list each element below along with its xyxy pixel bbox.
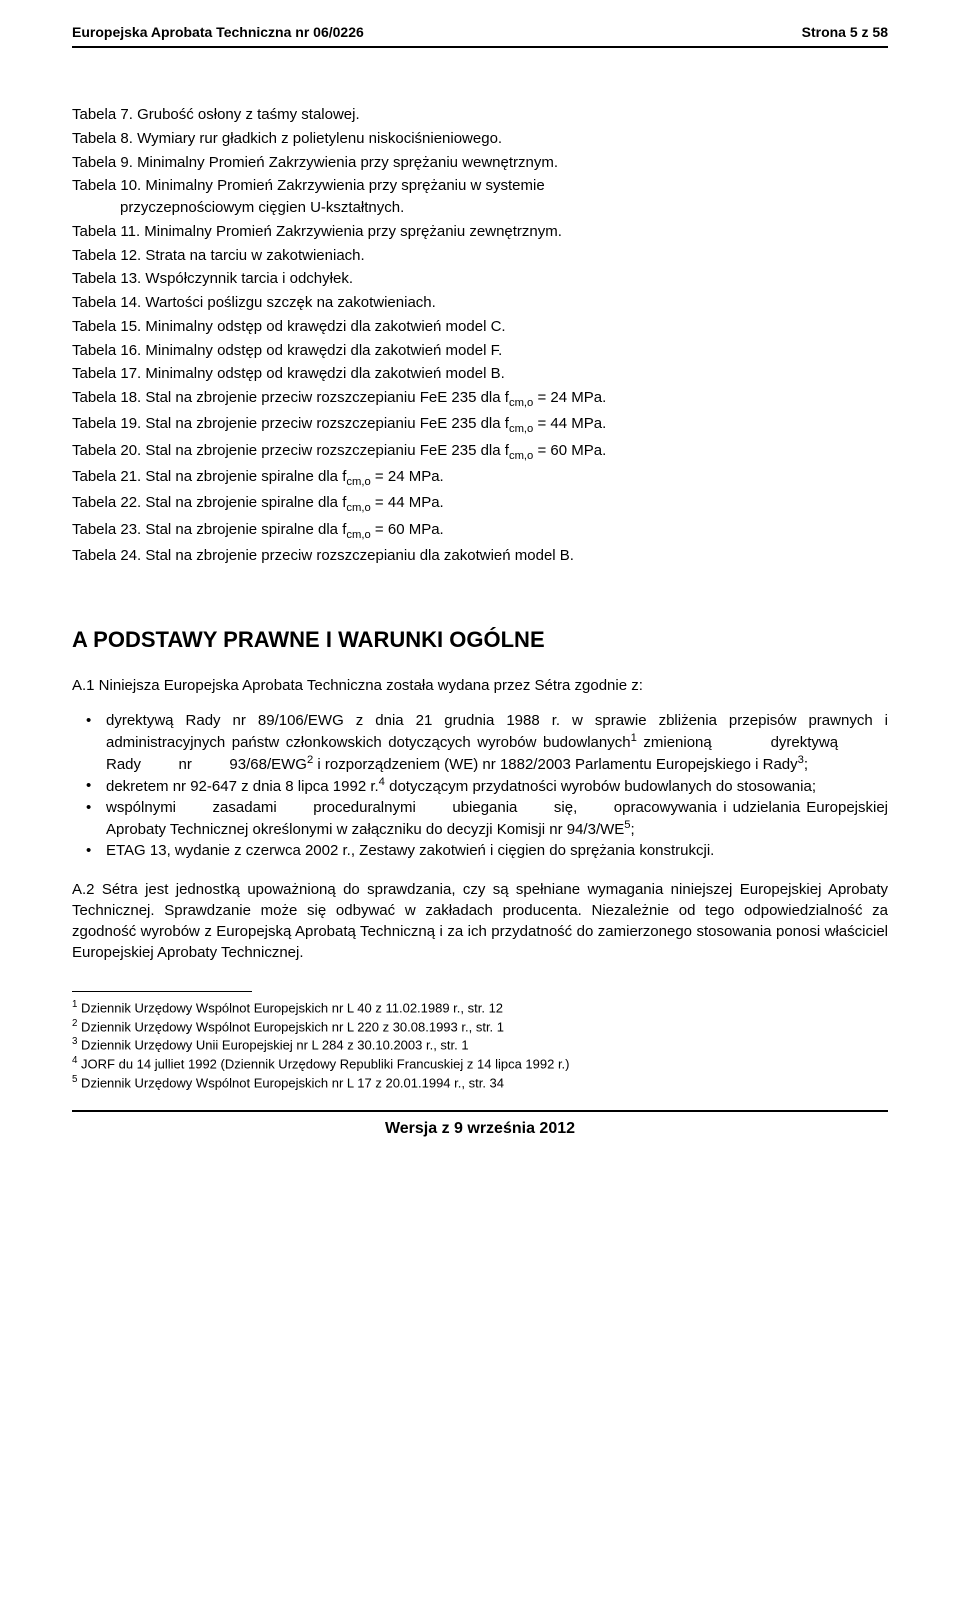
footnote: 4 JORF du 14 julliet 1992 (Dziennik Urzę…: [72, 1054, 888, 1073]
header-left: Europejska Aprobata Techniczna nr 06/022…: [72, 24, 364, 40]
table-row: Tabela 14. Wartości poślizgu szczęk na z…: [72, 292, 888, 314]
header-right: Strona 5 z 58: [802, 24, 888, 40]
list-item: ETAG 13, wydanie z czerwca 2002 r., Zest…: [106, 840, 888, 861]
table-row: Tabela 11. Minimalny Promień Zakrzywieni…: [72, 221, 888, 243]
table-row: Tabela 7. Grubość osłony z taśmy stalowe…: [72, 104, 888, 126]
footnote-separator: [72, 991, 252, 992]
table-row: Tabela 20. Stal na zbrojenie przeciw roz…: [72, 440, 888, 464]
table-row-indent: przyczepnościowym cięgien U-kształtnych.: [72, 197, 888, 219]
table-row: Tabela 22. Stal na zbrojenie spiralne dl…: [72, 492, 888, 516]
footnote: 2 Dziennik Urzędowy Wspólnot Europejskic…: [72, 1017, 888, 1036]
page-footer: Wersja z 9 września 2012: [72, 1110, 888, 1138]
paragraph-a2: A.2 Sétra jest jednostką upoważnioną do …: [72, 879, 888, 963]
paragraph-a1-intro: A.1 Niniejsza Europejska Aprobata Techni…: [72, 675, 888, 696]
footnote: 5 Dziennik Urzędowy Wspólnot Europejskic…: [72, 1073, 888, 1092]
table-row: Tabela 23. Stal na zbrojenie spiralne dl…: [72, 519, 888, 543]
table-list: Tabela 7. Grubość osłony z taśmy stalowe…: [72, 104, 888, 567]
footnote: 3 Dziennik Urzędowy Unii Europejskiej nr…: [72, 1035, 888, 1054]
bullet-list: dyrektywą Rady nr 89/106/EWG z dnia 21 g…: [72, 710, 888, 861]
table-row: Tabela 21. Stal na zbrojenie spiralne dl…: [72, 466, 888, 490]
table-row: Tabela 15. Minimalny odstęp od krawędzi …: [72, 316, 888, 338]
table-row: Tabela 9. Minimalny Promień Zakrzywienia…: [72, 152, 888, 174]
section-heading-a: A PODSTAWY PRAWNE I WARUNKI OGÓLNE: [72, 627, 888, 653]
list-item: wspólnymi zasadami proceduralnymi ubiega…: [106, 797, 888, 840]
table-row: Tabela 17. Minimalny odstęp od krawędzi …: [72, 363, 888, 385]
table-row: Tabela 12. Strata na tarciu w zakotwieni…: [72, 245, 888, 267]
table-row: Tabela 10. Minimalny Promień Zakrzywieni…: [72, 175, 888, 197]
footnote: 1 Dziennik Urzędowy Wspólnot Europejskic…: [72, 998, 888, 1017]
footnotes: 1 Dziennik Urzędowy Wspólnot Europejskic…: [72, 998, 888, 1092]
list-item: dyrektywą Rady nr 89/106/EWG z dnia 21 g…: [106, 710, 888, 775]
table-row: Tabela 24. Stal na zbrojenie przeciw roz…: [72, 545, 888, 567]
table-row: Tabela 19. Stal na zbrojenie przeciw roz…: [72, 413, 888, 437]
table-row: Tabela 13. Współczynnik tarcia i odchyłe…: [72, 268, 888, 290]
table-row: Tabela 18. Stal na zbrojenie przeciw roz…: [72, 387, 888, 411]
page-header: Europejska Aprobata Techniczna nr 06/022…: [72, 24, 888, 48]
table-row: Tabela 8. Wymiary rur gładkich z poliety…: [72, 128, 888, 150]
table-row: Tabela 16. Minimalny odstęp od krawędzi …: [72, 340, 888, 362]
list-item: dekretem nr 92-647 z dnia 8 lipca 1992 r…: [106, 775, 888, 797]
